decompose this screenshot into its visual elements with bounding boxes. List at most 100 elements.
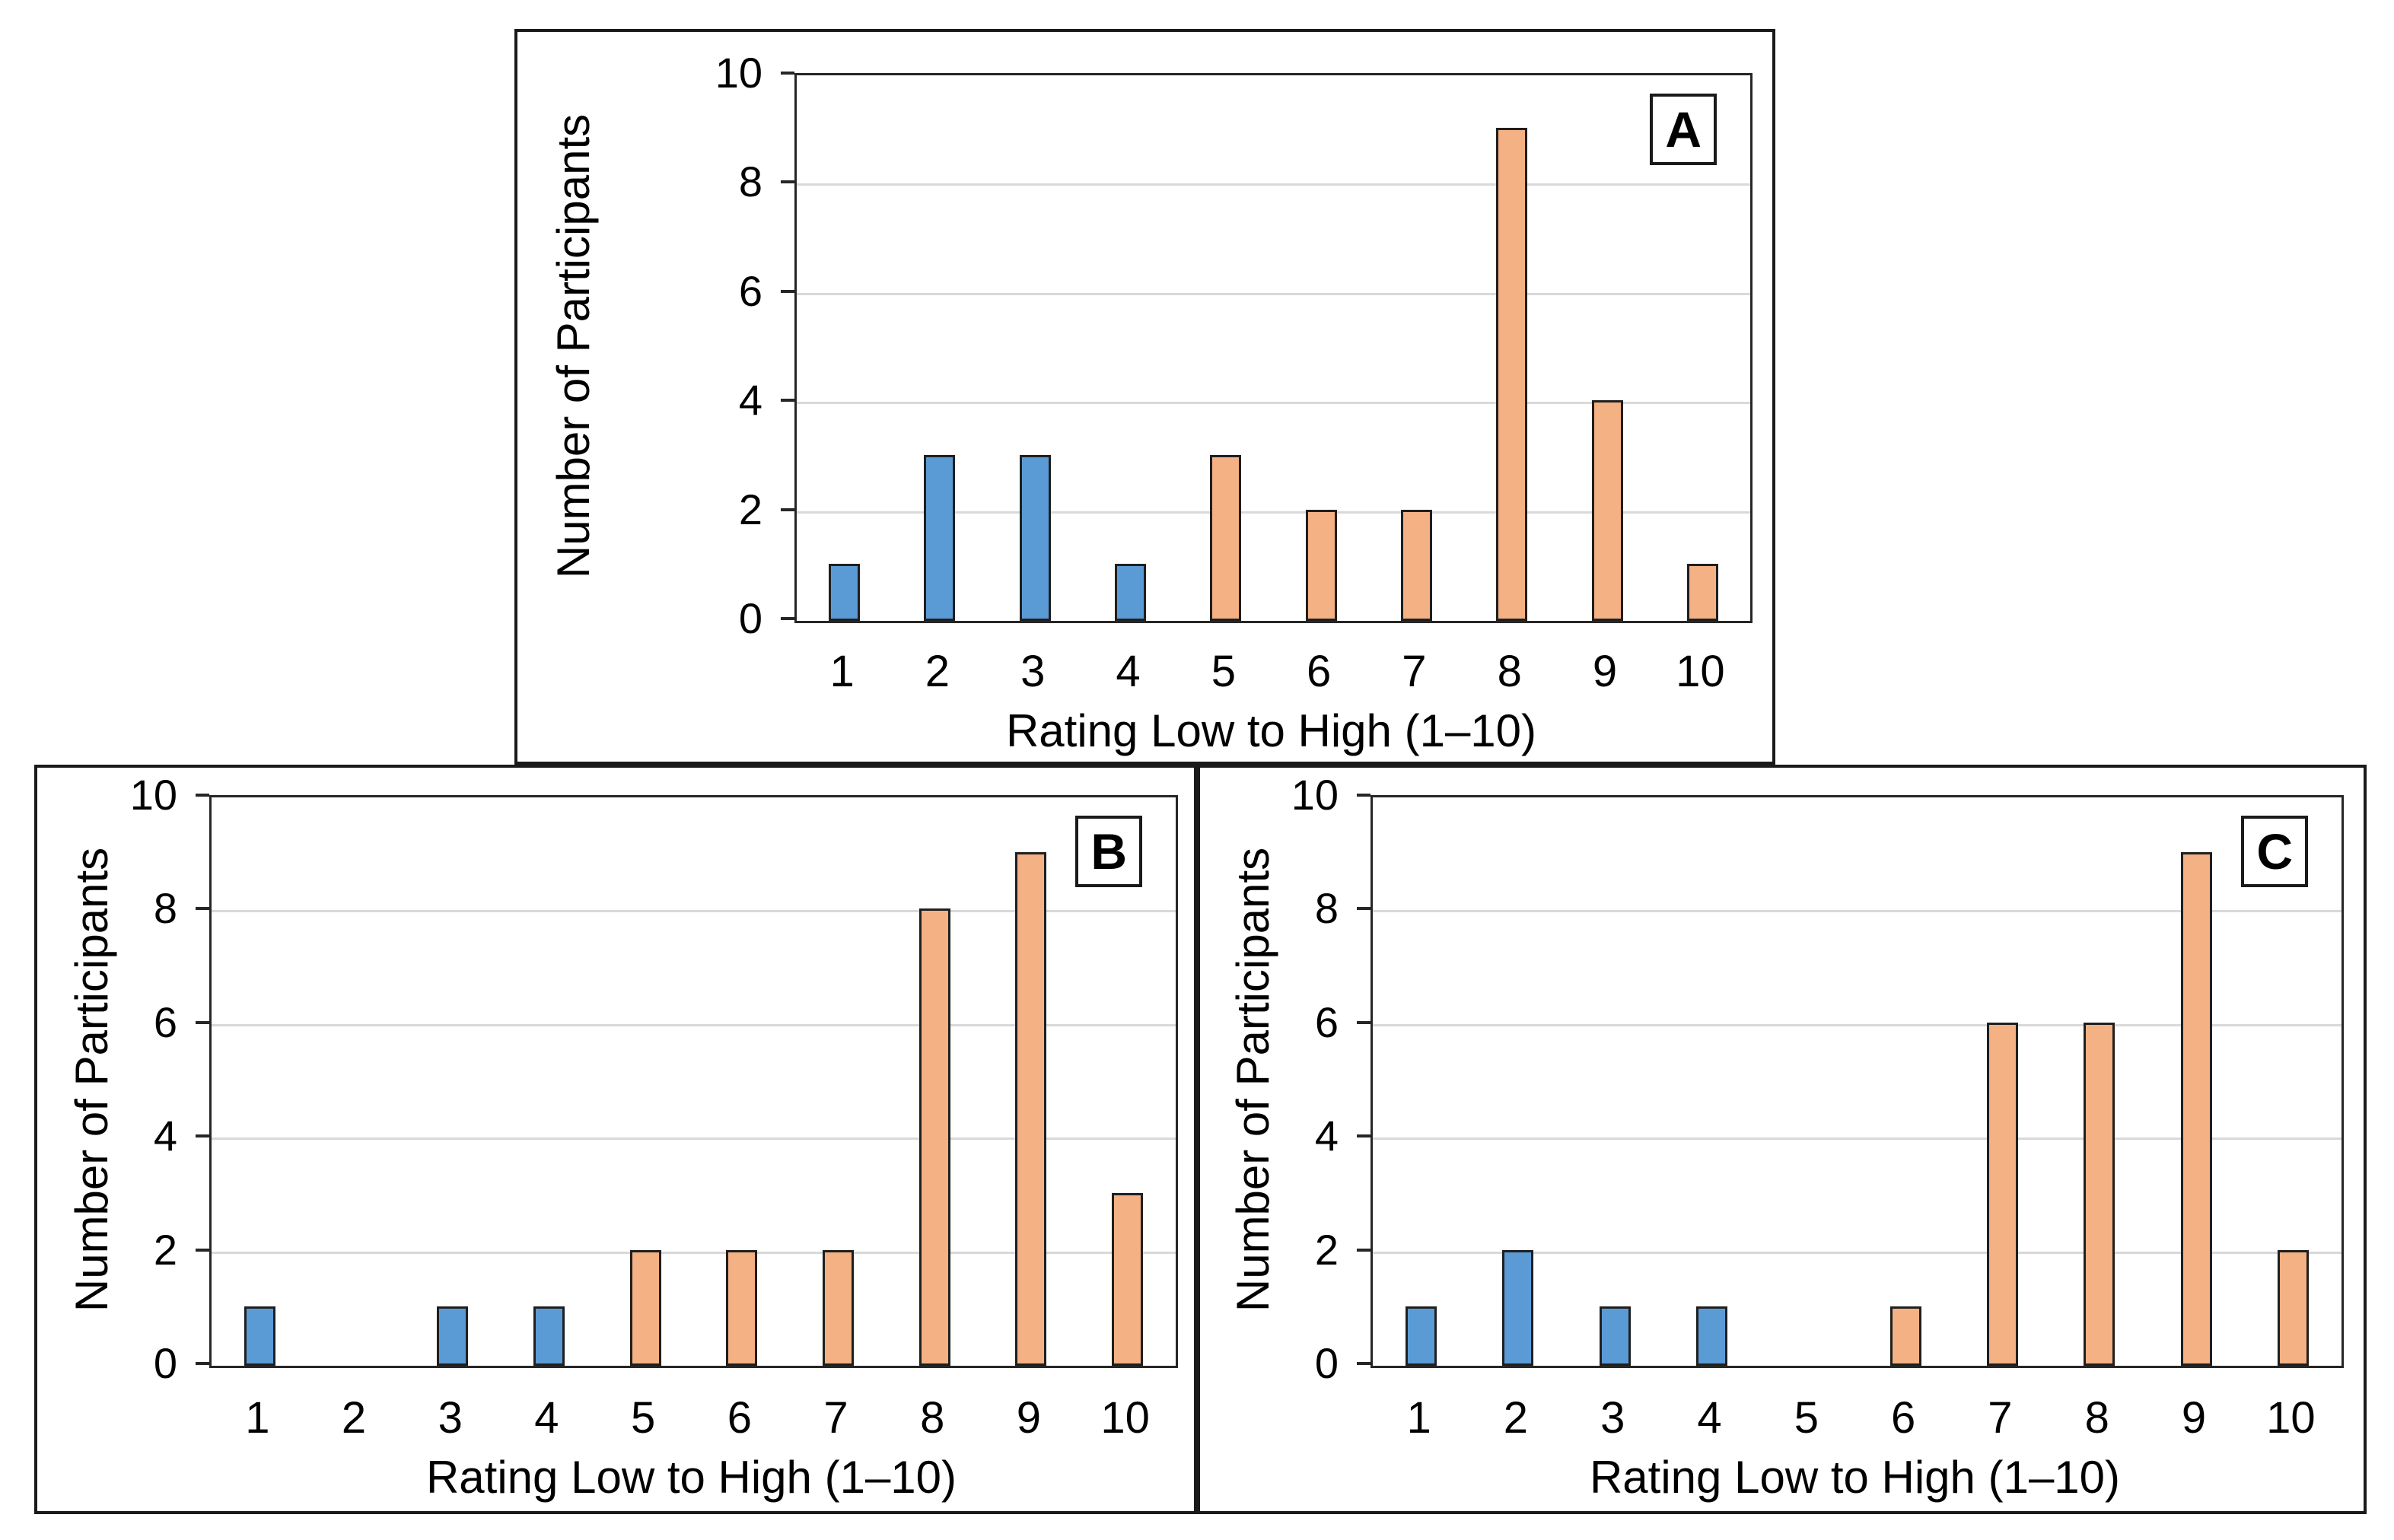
panel-label-c: C	[2241, 816, 2308, 887]
y-tick-label-10: 10	[129, 771, 177, 819]
bar-rating-9	[1015, 851, 1046, 1366]
x-tick-label-3: 3	[1020, 647, 1046, 696]
bar-rating-1	[829, 564, 860, 621]
x-tick-label-3: 3	[1600, 1393, 1625, 1443]
y-tick-label-10: 10	[1291, 771, 1339, 819]
x-tick-label-9: 9	[1592, 647, 1618, 696]
y-tick-mark	[196, 1134, 209, 1138]
bar-rating-7	[1987, 1022, 2018, 1366]
y-tick-label-8: 8	[153, 884, 177, 933]
gridline-4	[212, 1138, 1176, 1141]
x-tick-label-4: 4	[1697, 1393, 1722, 1443]
y-tick-label-10: 10	[715, 49, 762, 97]
x-tick-label-8: 8	[2084, 1393, 2109, 1443]
x-tick-label-5: 5	[1211, 647, 1236, 696]
x-tick-label-6: 6	[1307, 647, 1332, 696]
x-tick-label-2: 2	[925, 647, 950, 696]
gridline-6	[212, 1023, 1176, 1026]
panel-label-b: B	[1075, 816, 1142, 887]
x-tick-label-1: 1	[829, 647, 855, 696]
y-tick-mark	[1357, 907, 1371, 911]
x-axis-title: Rating Low to High (1–10)	[425, 1452, 957, 1503]
y-tick-label-2: 2	[738, 485, 762, 533]
x-tick-label-5: 5	[1794, 1393, 1819, 1443]
gridline-4	[1373, 1138, 2341, 1141]
y-tick-mark	[196, 907, 209, 911]
x-axis-title: Rating Low to High (1–10)	[1589, 1452, 2121, 1503]
bar-rating-4	[1696, 1306, 1727, 1366]
y-tick-mark	[1357, 794, 1371, 797]
x-tick-label-9: 9	[2181, 1393, 2207, 1443]
y-tick-label-2: 2	[153, 1225, 177, 1274]
y-tick-mark	[781, 289, 794, 293]
y-axis-title: Number of Participants	[548, 113, 599, 578]
bar-rating-7	[823, 1249, 854, 1366]
x-tick-label-7: 7	[1988, 1393, 2013, 1443]
y-tick-mark	[1357, 1020, 1371, 1024]
y-tick-mark	[781, 617, 794, 620]
gridline-2	[1373, 1251, 2341, 1254]
y-tick-label-2: 2	[1314, 1225, 1339, 1274]
y-tick-label-0: 0	[1314, 1339, 1339, 1387]
y-tick-mark	[196, 1020, 209, 1024]
y-tick-label-4: 4	[1314, 1112, 1339, 1160]
y-tick-label-8: 8	[738, 158, 762, 206]
x-tick-label-1: 1	[1406, 1393, 1431, 1443]
bar-rating-4	[1115, 564, 1146, 621]
bar-rating-1	[244, 1306, 275, 1366]
bar-rating-6	[1890, 1306, 1921, 1366]
x-tick-label-10: 10	[2266, 1393, 2316, 1443]
panel-label-a: A	[1650, 94, 1717, 165]
x-tick-label-1: 1	[245, 1393, 270, 1443]
y-tick-mark	[781, 508, 794, 511]
y-tick-mark	[781, 180, 794, 184]
plot-area: C	[1371, 795, 2344, 1368]
bar-rating-7	[1401, 509, 1432, 621]
x-tick-label-10: 10	[1676, 647, 1725, 696]
bar-rating-6	[1306, 509, 1337, 621]
bar-rating-10	[1112, 1192, 1143, 1366]
x-axis-title: Rating Low to High (1–10)	[1005, 705, 1537, 756]
gridline-4	[797, 402, 1750, 405]
bar-rating-3	[1600, 1306, 1631, 1366]
y-tick-mark	[196, 1362, 209, 1365]
gridline-8	[1373, 910, 2341, 913]
y-tick-label-4: 4	[153, 1112, 177, 1160]
bar-rating-8	[919, 908, 950, 1366]
plot-area: B	[209, 795, 1178, 1368]
y-tick-mark	[781, 399, 794, 402]
x-tick-label-5: 5	[631, 1393, 656, 1443]
y-tick-mark	[1357, 1248, 1371, 1252]
bar-rating-1	[1406, 1306, 1437, 1366]
bar-rating-6	[726, 1249, 757, 1366]
bar-rating-2	[1502, 1249, 1533, 1366]
bar-rating-9	[1592, 400, 1623, 621]
gridline-8	[212, 910, 1176, 913]
bar-rating-3	[437, 1306, 468, 1366]
bar-rating-9	[2181, 851, 2212, 1366]
bar-rating-5	[1210, 454, 1241, 621]
bar-rating-3	[1020, 454, 1051, 621]
y-tick-label-6: 6	[153, 998, 177, 1046]
gridline-6	[797, 292, 1750, 295]
bar-rating-8	[1496, 127, 1527, 621]
panel-c: Number of Participants C Rating Low to H…	[1197, 765, 2367, 1514]
x-tick-label-2: 2	[341, 1393, 367, 1443]
bar-rating-10	[1687, 564, 1718, 621]
y-tick-mark	[196, 1248, 209, 1252]
x-tick-label-6: 6	[727, 1393, 752, 1443]
y-tick-mark	[1357, 1362, 1371, 1365]
gridline-8	[797, 183, 1750, 186]
bar-rating-10	[2278, 1249, 2309, 1366]
y-tick-label-0: 0	[153, 1339, 177, 1387]
gridline-2	[212, 1251, 1176, 1254]
bar-rating-5	[630, 1249, 661, 1366]
y-tick-mark	[196, 794, 209, 797]
y-tick-label-6: 6	[738, 266, 762, 315]
x-tick-label-2: 2	[1503, 1393, 1529, 1443]
x-tick-label-7: 7	[823, 1393, 848, 1443]
x-tick-label-4: 4	[1116, 647, 1141, 696]
x-tick-label-8: 8	[920, 1393, 945, 1443]
y-tick-label-8: 8	[1314, 884, 1339, 933]
